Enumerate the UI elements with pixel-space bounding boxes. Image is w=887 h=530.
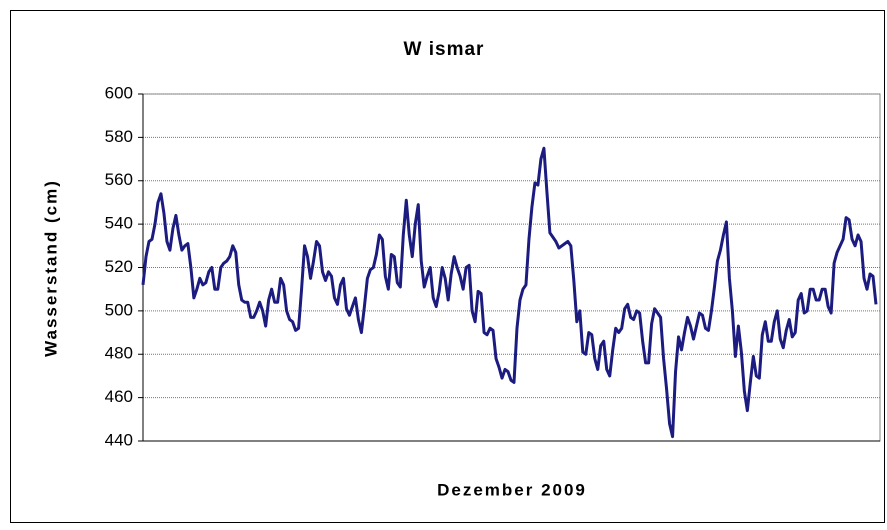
y-tick-label: 520 [105,257,133,276]
y-tick-label: 500 [105,300,133,319]
y-axis-label: Wasserstand (cm) [41,179,60,357]
data-line [141,146,878,439]
y-tick-label: 580 [105,127,133,146]
y-tick-label: 600 [105,83,133,102]
y-tick-label: 480 [105,344,133,363]
chart-title: W ismar [404,39,485,60]
y-tick-label: 560 [105,170,133,189]
x-axis-label: Dezember 2009 [437,480,587,499]
y-tick-label: 540 [105,214,133,233]
y-tick-label: 460 [105,387,133,406]
y-tick-label: 440 [105,430,133,449]
